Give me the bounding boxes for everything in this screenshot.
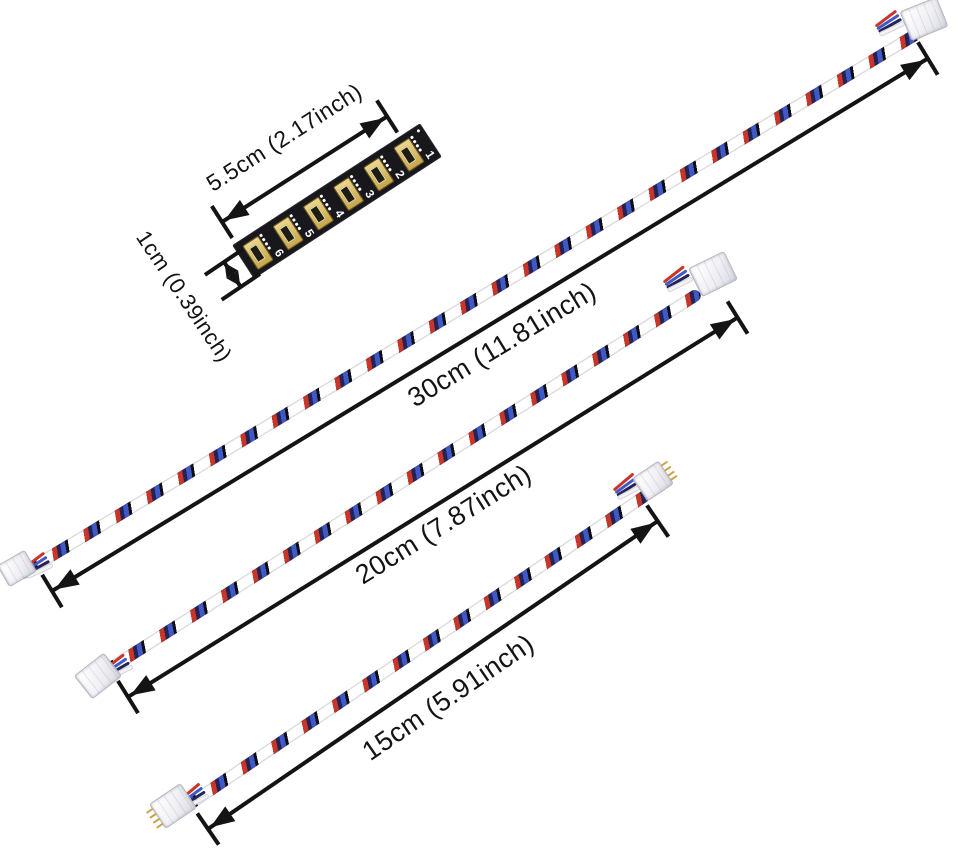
jst-connector-30cm-left bbox=[0, 549, 38, 588]
gold-pin bbox=[660, 460, 669, 467]
jst-socket bbox=[242, 235, 274, 271]
gold-pin bbox=[663, 465, 672, 472]
gold-pin bbox=[152, 817, 161, 824]
socket-slot bbox=[339, 185, 357, 205]
connector-body bbox=[0, 549, 38, 588]
gold-pin bbox=[145, 807, 154, 814]
socket-slot bbox=[278, 224, 296, 244]
dimension-label-30cm: 30cm (11.81inch) bbox=[402, 275, 602, 413]
socket-slot bbox=[248, 243, 266, 264]
dimension-board-width bbox=[203, 247, 261, 302]
gold-pin bbox=[149, 812, 157, 819]
port-number: 1 bbox=[422, 147, 439, 162]
dimension-label-15cm: 15cm (5.91inch) bbox=[356, 628, 540, 767]
gold-pin bbox=[155, 822, 164, 829]
gold-pin bbox=[669, 474, 678, 481]
socket-slot bbox=[399, 145, 417, 165]
socket-slot bbox=[369, 165, 387, 185]
socket-slot bbox=[309, 204, 326, 224]
